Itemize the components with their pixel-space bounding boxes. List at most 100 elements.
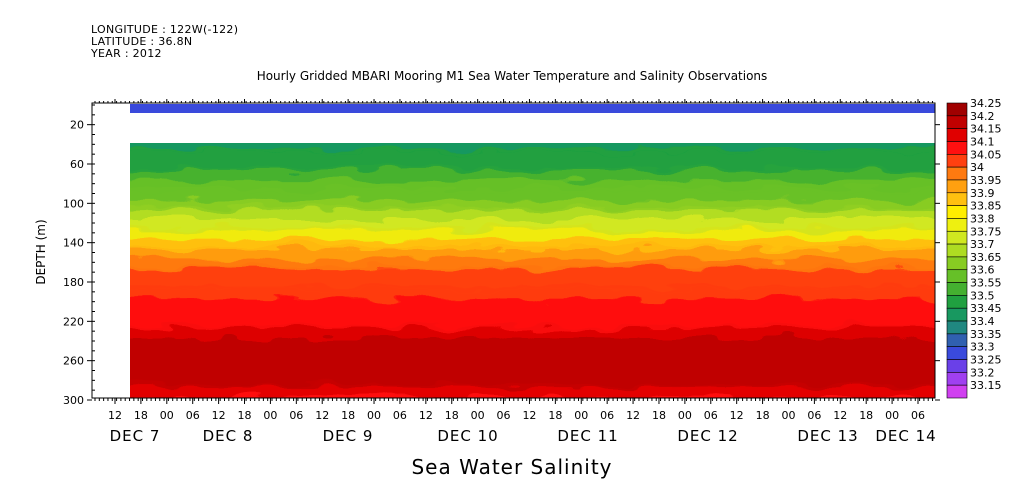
heatmap-band <box>130 190 935 201</box>
colorbar-cell <box>946 307 968 322</box>
x-tick-label: 12 <box>522 409 536 422</box>
x-tick-label: 18 <box>445 409 459 422</box>
x-day-label: DEC 10 <box>437 427 498 445</box>
x-tick-label: 00 <box>471 409 485 422</box>
heatmap-band <box>130 338 935 348</box>
x-day-label: DEC 9 <box>323 427 374 445</box>
colorbar-label: 34.25 <box>970 97 1002 110</box>
colorbar-cell <box>946 218 968 232</box>
x-tick-label: 18 <box>548 409 562 422</box>
x-tick-label: 18 <box>341 409 355 422</box>
colorbar-cell <box>946 179 968 194</box>
heatmap-band <box>130 377 935 388</box>
colorbar-cell <box>946 295 968 309</box>
colorbar-label: 33.95 <box>970 174 1002 187</box>
y-tick-label: 180 <box>63 276 84 289</box>
heatmap-band <box>130 161 935 171</box>
heatmap-band <box>130 200 935 211</box>
x-tick-label: 00 <box>678 409 692 422</box>
x-day-label: DEC 13 <box>797 427 858 445</box>
colorbar-label: 33.45 <box>970 302 1002 315</box>
heatmap-band <box>130 328 935 339</box>
colorbar: 34.2534.234.1534.134.053433.9533.933.853… <box>946 97 1002 399</box>
colorbar-cell <box>946 282 968 296</box>
year-label: YEAR : 2012 <box>91 47 162 60</box>
colorbar-label: 34.1 <box>970 135 995 148</box>
surface-layer <box>130 104 935 113</box>
colorbar-label: 33.6 <box>970 264 995 277</box>
x-tick-label: 06 <box>186 409 200 422</box>
heatmap-band <box>130 229 935 240</box>
colorbar-cell <box>946 115 968 129</box>
x-tick-label: 12 <box>626 409 640 422</box>
heatmap-band <box>130 279 935 289</box>
gap-no-data <box>130 113 935 143</box>
colorbar-cell <box>946 243 968 258</box>
x-tick-label: 00 <box>367 409 381 422</box>
y-tick-label: 220 <box>63 315 84 328</box>
longitude-label: LONGITUDE : 122W(-122) <box>91 23 239 36</box>
y-tick-label: 20 <box>70 119 84 132</box>
colorbar-label: 33.2 <box>970 366 995 379</box>
colorbar-cell <box>946 346 968 360</box>
heatmap-band <box>130 170 935 181</box>
colorbar-cell <box>946 205 968 219</box>
x-day-label: DEC 8 <box>203 427 254 445</box>
colorbar-cell <box>946 269 968 283</box>
colorbar-label: 34.05 <box>970 148 1002 161</box>
x-day-label: DEC 11 <box>557 427 618 445</box>
heatmap-band <box>130 210 935 221</box>
colorbar-label: 33.15 <box>970 379 1002 392</box>
x-tick-label: 18 <box>238 409 252 422</box>
colorbar-label: 33.8 <box>970 212 995 225</box>
colorbar-cell <box>946 256 968 271</box>
heatmap-band <box>130 357 935 368</box>
heatmap-band <box>130 180 935 191</box>
colorbar-label: 33.4 <box>970 315 995 328</box>
x-tick-label: 06 <box>600 409 614 422</box>
x-tick-label: 06 <box>704 409 718 422</box>
x-axis-label: Sea Water Salinity <box>411 455 612 479</box>
heatmap-band <box>130 269 935 280</box>
heatmap-band <box>130 367 935 378</box>
x-tick-label: 00 <box>574 409 588 422</box>
heatmap-band <box>130 220 935 230</box>
colorbar-cell <box>946 192 968 206</box>
colorbar-cell <box>946 230 968 245</box>
y-tick-label: 300 <box>63 394 84 407</box>
colorbar-label: 33.3 <box>970 341 995 354</box>
x-tick-label: 06 <box>911 409 925 422</box>
colorbar-cell <box>946 333 968 347</box>
heatmap-band <box>130 239 935 250</box>
x-day-label: DEC 14 <box>875 427 936 445</box>
colorbar-label: 34 <box>970 161 984 174</box>
heatmap-field <box>92 103 935 398</box>
colorbar-cell <box>946 372 968 386</box>
heatmap-band <box>130 298 935 309</box>
y-tick-label: 60 <box>70 158 84 171</box>
colorbar-cell <box>946 384 968 399</box>
y-axis: 20 60 100 140 180 220 260 300 <box>63 104 940 407</box>
colorbar-cell <box>946 320 968 335</box>
colorbar-label: 33.75 <box>970 225 1002 238</box>
x-tick-label: 12 <box>833 409 847 422</box>
colorbar-label: 33.55 <box>970 277 1002 290</box>
y-axis-label: DEPTH (m) <box>34 219 48 284</box>
heatmap-band <box>130 288 935 299</box>
no-data-region <box>92 103 130 398</box>
x-tick-label: 06 <box>497 409 511 422</box>
x-tick-label: 00 <box>160 409 174 422</box>
x-tick-label: 00 <box>885 409 899 422</box>
colorbar-label: 34.15 <box>970 123 1002 136</box>
colorbar-label: 33.5 <box>970 289 995 302</box>
heatmap-band <box>130 249 935 260</box>
colorbar-label: 33.65 <box>970 251 1002 264</box>
chart-title: Hourly Gridded MBARI Mooring M1 Sea Wate… <box>257 69 768 83</box>
x-day-label: DEC 7 <box>110 427 161 445</box>
heatmap-band <box>130 259 935 270</box>
y-tick-label: 260 <box>63 355 84 368</box>
colorbar-cell <box>946 102 968 117</box>
x-tick-label: 12 <box>315 409 329 422</box>
x-tick-label: 18 <box>756 409 770 422</box>
